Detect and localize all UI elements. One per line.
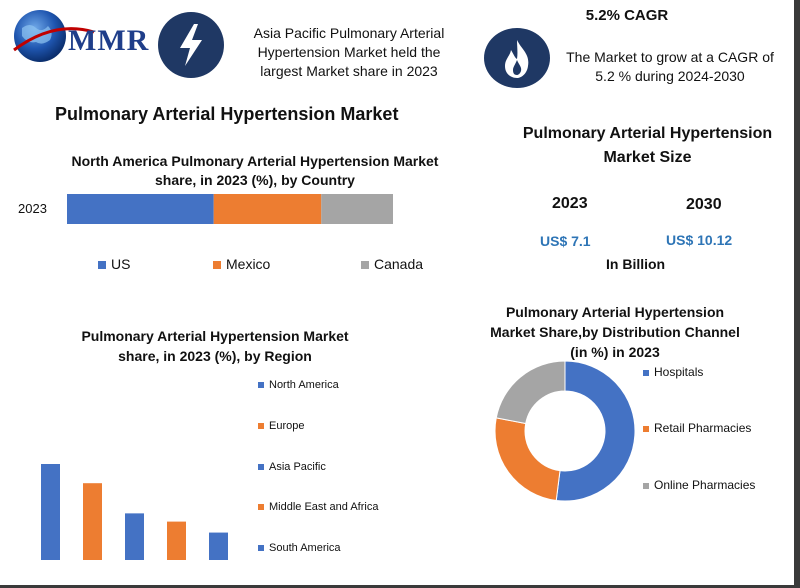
- chart3-title: Pulmonary Arterial Hypertension Market S…: [490, 304, 740, 360]
- legend-label: South America: [269, 542, 341, 554]
- chart2-legend-0: North America: [258, 379, 339, 391]
- bar-asia-pacific: [125, 513, 144, 560]
- lightning-bolt-icon: [180, 24, 202, 66]
- legend-label: North America: [269, 379, 339, 391]
- legend-label: Online Pharmacies: [654, 478, 756, 492]
- legend-swatch-icon: [643, 482, 649, 489]
- market-size-unit: In Billion: [606, 256, 666, 272]
- header-right-text: The Market to grow at a CAGR of 5.2 % du…: [566, 49, 774, 84]
- legend-swatch-icon: [258, 423, 264, 430]
- chart2-legend-4: South America: [258, 542, 341, 554]
- donut-slice-hospitals: [555, 360, 636, 502]
- cagr-title: 5.2% CAGR: [585, 7, 669, 24]
- legend-swatch-icon: [258, 545, 264, 552]
- legend-swatch-icon: [258, 464, 264, 471]
- legend-swatch-icon: [643, 369, 649, 376]
- legend-swatch-icon: [213, 261, 221, 270]
- chart2-title: Pulmonary Arterial Hypertension Market s…: [81, 328, 349, 364]
- market-size-year-2023: 2023: [552, 195, 588, 212]
- legend-label: Asia Pacific: [269, 461, 326, 473]
- chart1-title: North America Pulmonary Arterial Hyperte…: [71, 153, 439, 188]
- chart3-legend-2: Online Pharmacies: [643, 478, 755, 492]
- legend-swatch-icon: [258, 382, 264, 389]
- bar-segment-canada: [321, 194, 393, 224]
- lightning-badge: [158, 12, 224, 78]
- bar-europe: [83, 483, 102, 560]
- market-size-title: Pulmonary Arterial Hypertension Market S…: [522, 125, 773, 166]
- chart1-plot: [67, 194, 393, 224]
- market-size-value-2023: US$ 7.1: [540, 233, 591, 249]
- market-size-year-2030: 2030: [686, 196, 722, 213]
- globe-icon: [13, 10, 95, 62]
- chart3-legend-1: Retail Pharmacies: [643, 421, 751, 435]
- chart2-legend-3: Middle East and Africa: [258, 501, 378, 513]
- bar-segment-us: [67, 194, 214, 224]
- logo-text: MMR: [68, 24, 150, 57]
- chart3-legend-0: Hospitals: [643, 365, 703, 379]
- bar-middle-east-and-africa: [167, 521, 186, 560]
- legend-label: US: [111, 256, 131, 272]
- legend-swatch-icon: [643, 425, 649, 432]
- donut-slice-retail-pharmacies: [494, 417, 561, 502]
- chart1-legend-mexico: Mexico: [213, 256, 270, 272]
- chart1-legend-canada: Canada: [361, 256, 423, 272]
- main-title: Pulmonary Arterial Hypertension Market: [55, 104, 399, 124]
- legend-label: Mexico: [226, 256, 271, 272]
- legend-label: Canada: [374, 256, 424, 272]
- donut-slice-online-pharmacies: [495, 360, 566, 425]
- chart1-legend-us: US: [98, 256, 130, 272]
- legend-label: Europe: [269, 420, 305, 432]
- legend-label: Middle East and Africa: [269, 501, 379, 513]
- chart1-category-label: 2023: [18, 201, 47, 216]
- flame-icon: [505, 40, 529, 78]
- bar-south-america: [209, 532, 228, 560]
- legend-swatch-icon: [98, 261, 106, 270]
- market-size-value-2030: US$ 10.12: [666, 232, 733, 248]
- legend-swatch-icon: [258, 504, 264, 511]
- legend-swatch-icon: [361, 261, 369, 270]
- chart2-legend-2: Asia Pacific: [258, 461, 326, 473]
- frame-border-right: [794, 0, 800, 588]
- legend-label: Retail Pharmacies: [654, 421, 752, 435]
- logo: MMR: [8, 6, 158, 66]
- legend-label: Hospitals: [654, 365, 704, 379]
- bar-segment-mexico: [213, 194, 322, 224]
- chart2-plot: [41, 464, 228, 560]
- bar-north-america: [41, 464, 60, 560]
- frame-border-bottom: [0, 585, 800, 588]
- header-left-text: Asia Pacific Pulmonary Arterial Hyperten…: [253, 25, 445, 79]
- chart2-legend-1: Europe: [258, 420, 304, 432]
- chart3-plot: [494, 360, 636, 502]
- flame-badge: [484, 28, 550, 88]
